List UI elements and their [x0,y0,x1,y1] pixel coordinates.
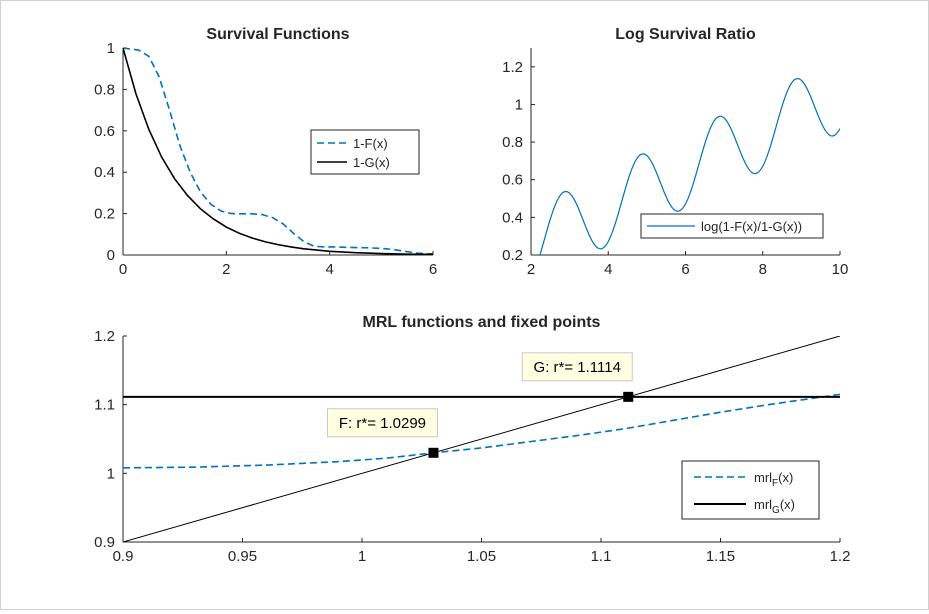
logratio-title: Log Survival Ratio [615,26,756,43]
mrl-x-tick-label: 1.1 [591,548,612,565]
mrl-y-tick-label: 0.9 [94,534,115,551]
mrl-legend [681,460,820,520]
survival-x-tick-label: 2 [222,261,230,278]
logratio-x-tick-label: 4 [604,261,612,278]
logratio-y-tick-label: 1 [515,96,523,113]
logratio-y-tick-label: 1.2 [502,59,523,76]
mrl-x-tick-label: 1 [358,548,366,565]
logratio-x-tick-label: 10 [832,261,849,278]
mrl-fixed-point [623,391,634,402]
mrl-y-tick-label: 1.2 [94,328,115,345]
mrl-x-tick-label: 1.15 [706,548,735,565]
survival-legend-label: 1-G(x) [353,155,390,170]
survival-y-tick-label: 0.6 [94,123,115,140]
mrl-annotation-box [521,352,633,382]
survival-x-tick-label: 6 [429,261,437,278]
mrl-annotation-label: G: r*= 1.1114 [534,359,621,376]
mrl-y-tick-label: 1 [107,465,115,482]
mrl-series-mrl-f-x- [123,393,840,469]
logratio-y-tick-label: 0.6 [502,172,523,189]
logratio-y-tick-label: 0.2 [502,247,523,264]
survival-y-tick-label: 0.8 [94,81,115,98]
survival-series-1-f-x- [123,48,433,255]
logratio-series-log-1-f-x-1-g-x- [539,77,840,255]
mrl-legend-label: mrlG(x) [754,497,795,516]
mrl-series-identity [123,336,840,542]
mrl-x-tick-label: 1.2 [830,548,851,565]
survival-y-tick-label: 0 [107,247,115,264]
survival-series-1-g-x- [123,48,433,255]
logratio-y-tick-label: 0.4 [502,209,523,226]
mrl-title: MRL functions and fixed points [363,314,601,331]
survival-legend-label: 1-F(x) [353,136,388,151]
mrl-y-tick-label: 1.1 [94,397,115,414]
survival-chart: Survival Functions 0 2 4 6 0 0.2 0.4 0.6 0.8 1 1-F(… [94,26,437,278]
survival-x-tick-label: 4 [325,261,333,278]
mrl-x-tick-label: 1.05 [467,548,496,565]
logratio-y-tick-label: 0.8 [502,134,523,151]
mrl-fixed-point [428,447,439,458]
mrl-annotation-label: F: r*= 1.0299 [339,415,426,432]
mrl-chart: MRL functions and fixed points 0.9 0.95 1 1.… [94,314,850,565]
survival-y-tick-label: 1 [107,40,115,57]
survival-legend [310,129,420,175]
logratio-legend-label: log(1-F(x)/1-G(x)) [701,219,802,234]
mrl-x-tick-label: 0.9 [113,548,134,565]
logratio-x-tick-label: 8 [759,261,767,278]
survival-y-tick-label: 0.4 [94,164,115,181]
logratio-x-tick-label: 2 [527,261,535,278]
mrl-legend-label: mrlF(x) [754,470,793,489]
logratio-x-tick-label: 6 [681,261,689,278]
mrl-x-tick-label: 0.95 [228,548,257,565]
survival-x-tick-label: 0 [119,261,127,278]
survival-y-tick-label: 0.2 [94,206,115,223]
logratio-chart: Log Survival Ratio 2 4 6 8 10 0.2 0.4 0.6 0.8 1 1.2… [502,26,849,278]
mrl-annotation-box [326,408,438,438]
survival-title: Survival Functions [206,26,349,43]
